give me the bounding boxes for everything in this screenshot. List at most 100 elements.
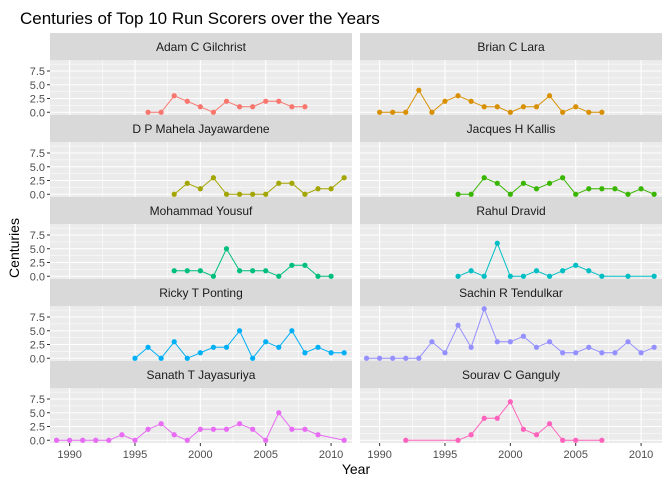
x-tick-label: 2000 <box>188 449 212 461</box>
data-point <box>599 273 605 279</box>
data-point <box>171 339 177 345</box>
data-point <box>210 273 217 279</box>
y-tick-label: 7.5 <box>30 394 45 406</box>
data-point <box>223 98 230 104</box>
data-point <box>507 191 513 197</box>
data-point <box>328 350 334 356</box>
data-point <box>416 87 422 93</box>
facet-strip <box>360 115 662 142</box>
data-point <box>302 426 308 432</box>
data-point <box>210 109 217 115</box>
data-point <box>250 355 256 361</box>
facet-strip <box>50 279 352 306</box>
y-axis-title: Centuries <box>6 218 22 278</box>
data-point <box>455 322 461 328</box>
y-tick-label: 5.0 <box>30 162 45 174</box>
data-point <box>560 175 566 181</box>
data-point <box>80 437 86 443</box>
data-point <box>158 355 164 361</box>
data-point <box>599 350 605 356</box>
data-point <box>560 350 566 356</box>
data-point <box>546 93 553 99</box>
panel-background <box>50 388 352 443</box>
data-point <box>546 421 553 427</box>
facet-brian-c-lara: Brian C Lara <box>360 33 662 115</box>
data-point <box>481 273 487 279</box>
data-point <box>546 180 553 186</box>
facet-strip-label: Adam C Gilchrist <box>156 40 247 54</box>
data-point <box>586 268 592 274</box>
data-point <box>546 273 553 279</box>
panel-background <box>360 306 662 361</box>
facet-strip-label: Rahul Dravid <box>476 204 545 218</box>
data-point <box>363 355 370 361</box>
panel-background <box>360 224 662 279</box>
data-point <box>520 180 527 186</box>
x-tick-label: 1995 <box>433 449 457 461</box>
data-point <box>416 355 422 361</box>
facet-strip <box>360 279 662 306</box>
data-point <box>315 432 321 438</box>
data-point <box>573 350 579 356</box>
data-point <box>341 175 347 181</box>
facet-strip-label: D P Mahela Jayawardene <box>132 122 270 136</box>
y-tick-label: 2.5 <box>30 340 45 352</box>
data-point <box>93 437 99 443</box>
facet-strip-label: Sourav C Ganguly <box>462 368 560 382</box>
data-point <box>560 268 566 274</box>
y-tick-label: 2.5 <box>30 258 45 270</box>
y-tick-label: 0.0 <box>30 107 45 119</box>
data-point <box>533 268 540 274</box>
facet-strip <box>50 115 352 142</box>
y-tick-label: 7.5 <box>30 230 45 242</box>
data-point <box>276 410 282 416</box>
data-point <box>315 186 321 192</box>
data-point <box>223 426 230 432</box>
facet-strip-label: Mohammad Yousuf <box>150 204 253 218</box>
data-point <box>546 339 553 345</box>
data-point <box>223 246 230 252</box>
data-point <box>184 98 190 104</box>
data-point <box>132 355 138 361</box>
data-point <box>599 109 605 115</box>
data-point <box>520 273 527 279</box>
x-tick-label: 1990 <box>367 449 391 461</box>
data-point <box>612 350 618 356</box>
data-point <box>236 421 243 427</box>
x-tick-label: 2010 <box>319 449 343 461</box>
data-point <box>158 421 164 427</box>
data-point <box>328 186 334 192</box>
data-point <box>171 432 177 438</box>
facet-mohammad-yousuf: Mohammad Yousuf 0.02.5 5.0 7.5 <box>30 197 352 283</box>
data-point <box>468 432 474 438</box>
data-point <box>481 306 487 312</box>
data-point <box>494 415 500 421</box>
data-point <box>145 426 151 432</box>
data-point <box>145 109 151 115</box>
data-point <box>210 344 217 350</box>
data-point <box>507 339 513 345</box>
facet-strip-label: Ricky T Ponting <box>159 286 243 300</box>
facet-strip-label: Jacques H Kallis <box>467 122 556 136</box>
data-point <box>586 344 592 350</box>
data-point <box>197 104 203 110</box>
data-point <box>289 426 295 432</box>
data-point <box>263 191 269 197</box>
data-point <box>341 350 347 356</box>
data-point <box>276 180 282 186</box>
panel-background <box>360 142 662 197</box>
data-point <box>289 104 295 110</box>
data-point <box>560 109 566 115</box>
panel-background <box>360 388 662 443</box>
data-point <box>53 437 60 443</box>
data-point <box>403 355 409 361</box>
x-tick-label: 2005 <box>563 449 587 461</box>
data-point <box>468 268 474 274</box>
facet-strip <box>360 197 662 224</box>
data-point <box>507 399 513 405</box>
data-point <box>455 273 461 279</box>
data-point <box>533 344 540 350</box>
data-point <box>250 104 256 110</box>
data-point <box>315 273 321 279</box>
